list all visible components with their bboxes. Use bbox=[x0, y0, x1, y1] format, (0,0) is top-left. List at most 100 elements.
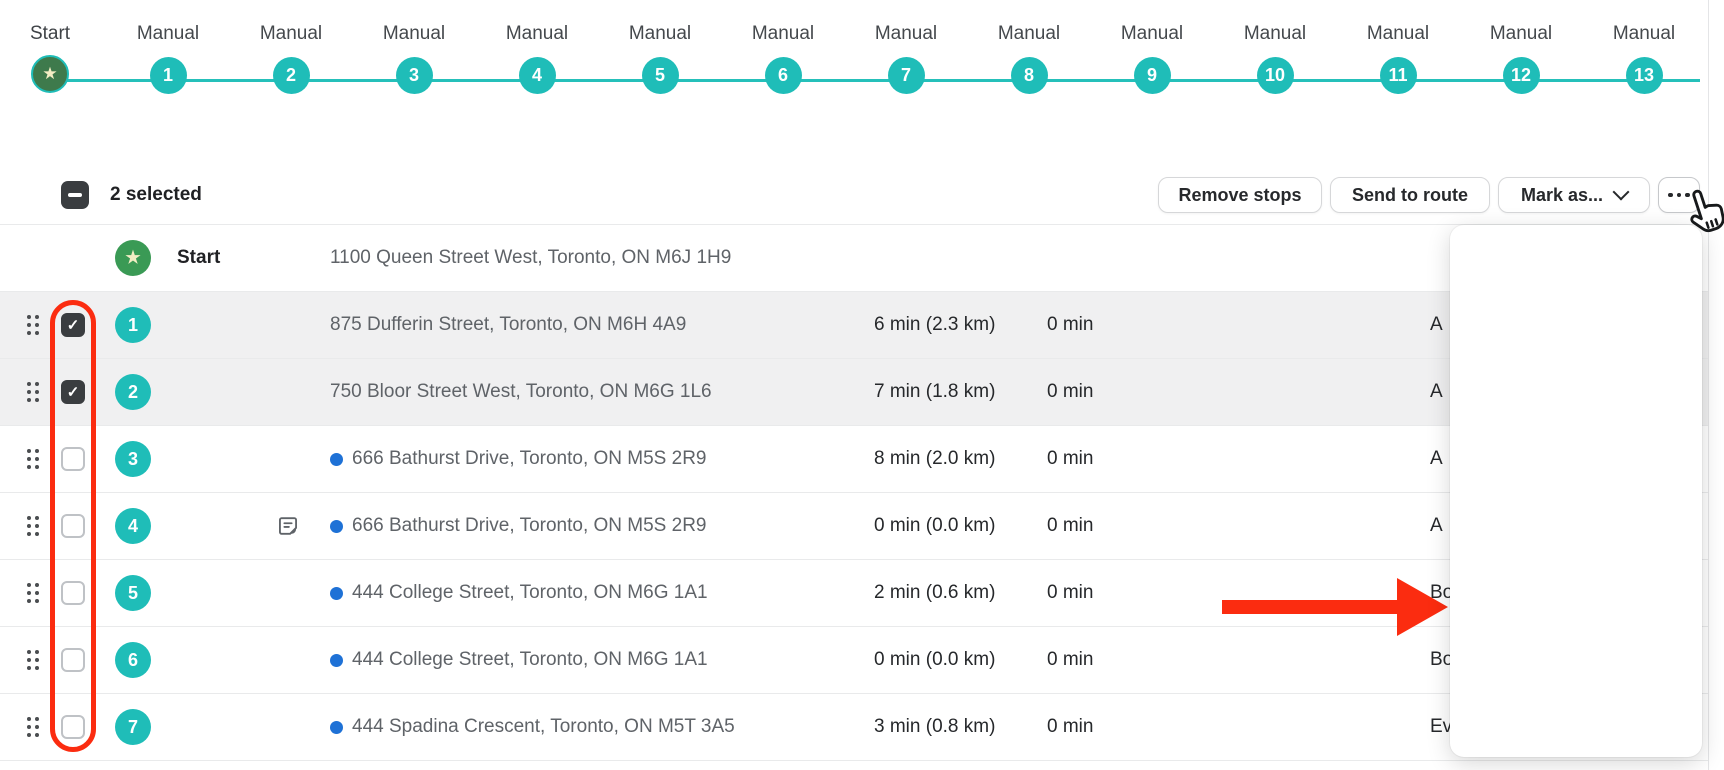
stop-address: 875 Dufferin Street, Toronto, ON M6H 4A9 bbox=[330, 292, 686, 358]
timeline-stop-node[interactable]: Manual 11 bbox=[1358, 22, 1438, 94]
drag-handle-icon[interactable] bbox=[27, 315, 31, 319]
start-star-icon: ★ bbox=[31, 55, 69, 93]
timeline-stop-node[interactable]: Manual 12 bbox=[1481, 22, 1561, 94]
drag-handle-icon[interactable] bbox=[27, 516, 31, 520]
travel-time: 0 min (0.0 km) bbox=[874, 515, 996, 536]
idle-time: 0 min bbox=[1047, 649, 1094, 670]
idle-time: 0 min bbox=[1047, 314, 1094, 335]
row-checkbox[interactable]: ✓ bbox=[61, 514, 85, 538]
stop-address-text: 444 Spadina Crescent, Toronto, ON M5T 3A… bbox=[352, 716, 735, 737]
timeline-stop-number: 4 bbox=[518, 57, 556, 94]
row-checkbox[interactable]: ✓ bbox=[61, 648, 85, 672]
send-to-route-button[interactable]: Send to route bbox=[1330, 177, 1490, 213]
more-actions-button[interactable] bbox=[1658, 177, 1700, 213]
timeline-stop-number: 13 bbox=[1625, 57, 1663, 94]
timeline-stop-label: Manual bbox=[1120, 23, 1184, 44]
start-row-label: Start bbox=[177, 247, 221, 268]
timeline-stop-label: Manual bbox=[1243, 23, 1307, 44]
stop-number-badge: 3 bbox=[115, 441, 151, 477]
row-checkbox[interactable]: ✓ bbox=[61, 380, 85, 404]
row-checkbox[interactable]: ✓ bbox=[61, 313, 85, 337]
menu-item[interactable] bbox=[1450, 234, 1702, 291]
mark-as-button[interactable]: Mark as... bbox=[1498, 177, 1650, 213]
timeline-stop-label: Manual bbox=[136, 23, 200, 44]
travel-time: 8 min (2.0 km) bbox=[874, 448, 996, 469]
timeline-stop-label: Manual bbox=[1366, 23, 1430, 44]
idle-time: 0 min bbox=[1047, 582, 1094, 603]
travel-time: 0 min (0.0 km) bbox=[874, 649, 996, 670]
timeline-stop-number: 10 bbox=[1256, 57, 1294, 94]
stop-address: 444 College Street, Toronto, ON M6G 1A1 bbox=[330, 627, 708, 693]
stop-row[interactable]: ★ Start 1100 Queen Street West, Toronto,… bbox=[0, 224, 1708, 291]
menu-item[interactable] bbox=[1450, 348, 1702, 405]
menu-item[interactable] bbox=[1450, 520, 1702, 577]
drag-handle-icon[interactable] bbox=[27, 382, 31, 386]
timeline-stop-node[interactable]: Manual 8 bbox=[989, 22, 1069, 94]
drag-handle-icon[interactable] bbox=[27, 583, 31, 587]
order-dot-icon bbox=[330, 586, 343, 600]
drag-handle-icon[interactable] bbox=[27, 717, 31, 721]
timeline-stop-number: 6 bbox=[764, 57, 802, 94]
menu-item[interactable] bbox=[1450, 291, 1702, 348]
stop-address: 444 Spadina Crescent, Toronto, ON M5T 3A… bbox=[330, 694, 735, 760]
order-dot-icon bbox=[330, 519, 343, 533]
timeline-stop-node[interactable]: Manual 6 bbox=[743, 22, 823, 94]
timeline-start-node[interactable]: Start ★ bbox=[10, 22, 90, 93]
timeline-stop-node[interactable]: Manual 2 bbox=[251, 22, 331, 94]
stop-number-badge: ★ bbox=[115, 240, 151, 276]
row-checkbox[interactable]: ✓ bbox=[61, 447, 85, 471]
timeline-stop-node[interactable]: Manual 4 bbox=[497, 22, 577, 94]
driver-name: A bbox=[1430, 381, 1443, 402]
driver-name: Bo bbox=[1430, 649, 1454, 670]
stop-address-text: 666 Bathurst Drive, Toronto, ON M5S 2R9 bbox=[352, 515, 707, 536]
driver-name: Ev bbox=[1430, 716, 1453, 737]
row-checkbox[interactable]: ✓ bbox=[61, 581, 85, 605]
note-icon bbox=[277, 515, 299, 537]
remove-stops-button[interactable]: Remove stops bbox=[1158, 177, 1322, 213]
stop-row[interactable]: ✓ 1 875 Dufferin Street, Toronto, ON M6H… bbox=[0, 291, 1708, 358]
timeline-stop-number: 7 bbox=[887, 57, 925, 94]
stop-address: 1100 Queen Street West, Toronto, ON M6J … bbox=[330, 225, 731, 291]
timeline-stop-node[interactable]: Manual 3 bbox=[374, 22, 454, 94]
drag-handle-icon[interactable] bbox=[27, 449, 31, 453]
drag-handle-icon[interactable] bbox=[27, 650, 31, 654]
timeline-stop-node[interactable]: Manual 10 bbox=[1235, 22, 1315, 94]
stop-row[interactable]: ✓ 7 444 Spadina Crescent, Toronto, ON M5… bbox=[0, 693, 1708, 760]
menu-item[interactable] bbox=[1450, 577, 1702, 634]
menu-item[interactable] bbox=[1450, 462, 1702, 519]
travel-time: 6 min (2.3 km) bbox=[874, 314, 996, 335]
menu-item[interactable] bbox=[1450, 634, 1702, 691]
more-icon bbox=[1668, 192, 1673, 198]
timeline-stop-node[interactable]: Manual 9 bbox=[1112, 22, 1192, 94]
idle-time: 0 min bbox=[1047, 515, 1094, 536]
stop-row[interactable]: ✓ 3 666 Bathurst Drive, Toronto, ON M5S … bbox=[0, 425, 1708, 492]
row-checkbox[interactable]: ✓ bbox=[61, 715, 85, 739]
stop-address-text: 875 Dufferin Street, Toronto, ON M6H 4A9 bbox=[330, 314, 687, 335]
timeline-stop-node[interactable]: Manual 13 bbox=[1604, 22, 1684, 94]
stop-row[interactable]: ✓ 4 666 Bathurst Drive, Toronto, ON M5S … bbox=[0, 492, 1708, 559]
stop-address: 444 College Street, Toronto, ON M6G 1A1 bbox=[330, 560, 708, 626]
travel-time: 2 min (0.6 km) bbox=[874, 582, 996, 603]
stop-address-text: 666 Bathurst Drive, Toronto, ON M5S 2R9 bbox=[352, 448, 707, 469]
order-dot-icon bbox=[330, 653, 343, 667]
stop-number-badge: 1 bbox=[115, 307, 151, 343]
stop-row[interactable]: ✓ 6 444 College Street, Toronto, ON M6G … bbox=[0, 626, 1708, 693]
stop-row[interactable]: ✓ 2 750 Bloor Street West, Toronto, ON M… bbox=[0, 358, 1708, 425]
menu-item[interactable] bbox=[1450, 405, 1702, 462]
timeline-stop-number: 5 bbox=[641, 57, 679, 94]
timeline-stop-node[interactable]: Manual 1 bbox=[128, 22, 208, 94]
timeline-start-label: Start bbox=[29, 23, 71, 44]
stop-row[interactable]: 8 bbox=[0, 760, 1708, 770]
driver-name: A bbox=[1430, 515, 1443, 536]
menu-item[interactable] bbox=[1450, 691, 1702, 748]
timeline-stop-node[interactable]: Manual 5 bbox=[620, 22, 700, 94]
timeline-stop-label: Manual bbox=[751, 23, 815, 44]
driver-name: A bbox=[1430, 314, 1443, 335]
idle-time: 0 min bbox=[1047, 716, 1094, 737]
stop-address: 750 Bloor Street West, Toronto, ON M6G 1… bbox=[330, 359, 712, 425]
select-all-checkbox[interactable] bbox=[61, 181, 89, 209]
timeline-stop-node[interactable]: Manual 7 bbox=[866, 22, 946, 94]
check-icon: ✓ bbox=[66, 383, 80, 401]
selected-count: 2 selected bbox=[110, 184, 202, 205]
